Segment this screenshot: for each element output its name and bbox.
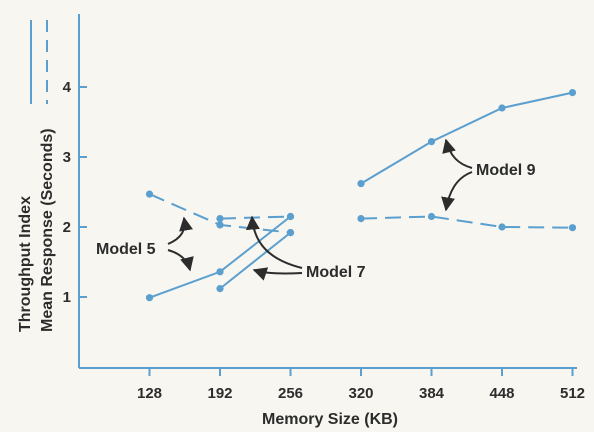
x-tick-label: 192 [207, 385, 232, 402]
series-line-model-7-throughput [219, 231, 292, 290]
annotation-model-9: Model 9 [476, 162, 536, 179]
data-point-model-7-throughput [286, 229, 295, 237]
series-line-model-9-response [360, 215, 573, 229]
data-point-model-5-response [145, 190, 154, 198]
data-point-model-7-throughput [216, 285, 224, 293]
arrow-model-5-to-response [167, 216, 193, 245]
arrow-model-5-to-throughput [167, 249, 194, 272]
y-ticks: 1 2 3 4 [63, 79, 87, 306]
arrow-model-9-to-throughput [442, 138, 473, 169]
series-line-model-9-throughput [360, 91, 573, 185]
y-axis-title-response: Mean Response (Seconds) [39, 128, 56, 332]
x-tick-label: 320 [348, 385, 373, 402]
data-point-model-9-response [427, 212, 436, 221]
annotation-model-7: Model 7 [306, 264, 366, 281]
series-model-7-response [216, 212, 295, 223]
x-axis-title: Memory Size (KB) [262, 411, 398, 428]
series-model-7-throughput [216, 229, 295, 293]
y-tick-label: 1 [63, 289, 71, 306]
data-point-model-7-response [286, 212, 295, 221]
series-model-5-response [145, 190, 295, 237]
y-tick-label: 4 [63, 79, 72, 96]
data-point-model-9-throughput [498, 104, 506, 112]
x-tick-label: 384 [419, 385, 445, 402]
data-point-model-9-response [357, 215, 365, 223]
y-tick-label: 2 [63, 219, 71, 236]
data-point-model-5-throughput [145, 294, 154, 302]
series-line-model-7-response [219, 215, 291, 220]
data-point-model-5-throughput [216, 268, 224, 276]
data-point-model-7-response [216, 215, 224, 223]
y-axis-title-throughput: Throughput Index [17, 196, 34, 332]
annotation-model-5: Model 5 [96, 241, 156, 258]
y-tick-label: 3 [63, 149, 71, 166]
x-ticks: 128 192 256 320 384 448 512 [137, 368, 585, 402]
data-point-model-5-response [216, 221, 224, 229]
data-point-model-9-response [498, 223, 506, 231]
x-tick-label: 256 [278, 385, 303, 402]
series-model-9-response [357, 212, 577, 232]
x-tick-label: 512 [560, 385, 585, 402]
x-tick-label: 448 [489, 385, 514, 402]
data-point-model-9-throughput [427, 138, 436, 146]
series-layer [145, 89, 577, 302]
arrow-model-7-to-response [245, 215, 303, 269]
x-tick-label: 128 [137, 385, 162, 402]
data-point-model-9-throughput [357, 180, 365, 188]
arrow-model-7-to-throughput [252, 267, 303, 281]
data-point-model-9-response [568, 224, 577, 232]
data-point-model-9-throughput [568, 89, 577, 97]
series-model-9-throughput [357, 89, 577, 188]
arrow-model-9-to-response [441, 171, 473, 212]
